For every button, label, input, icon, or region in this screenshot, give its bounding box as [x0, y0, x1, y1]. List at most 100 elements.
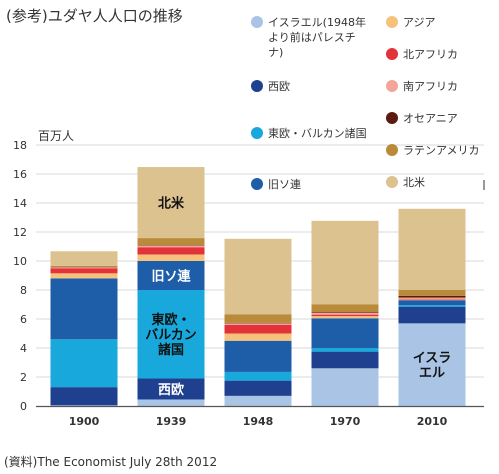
bar-segment — [137, 378, 205, 400]
bar-segment — [50, 268, 118, 274]
y-tick-label: 2 — [20, 371, 27, 384]
x-tick-label: 1970 — [330, 415, 361, 428]
legend-label: ナ) — [268, 46, 283, 59]
y-tick-label: 10 — [13, 255, 27, 268]
bar-segment — [224, 238, 292, 315]
legend-swatch — [386, 80, 398, 92]
segment-label: バルカン — [145, 328, 197, 343]
segment-label: イスラ — [413, 351, 452, 366]
x-tick-label: 1939 — [156, 415, 187, 428]
bar-segment — [137, 167, 205, 239]
legend-swatch — [386, 144, 398, 156]
bar-segment — [137, 290, 205, 379]
legend-label: より前はパレスチ — [268, 30, 356, 44]
source-note: (資料)The Economist July 28th 2012 — [4, 455, 217, 469]
y-tick-label: 16 — [13, 168, 27, 181]
bar-segment — [398, 299, 466, 301]
bar-segment — [311, 316, 379, 319]
segment-label: エル — [419, 366, 445, 381]
bar-segment — [50, 267, 118, 269]
bar-segment — [224, 395, 292, 406]
legend-label: 北アフリカ — [403, 48, 458, 61]
bar-segment — [311, 312, 379, 315]
bar-segment — [50, 251, 118, 266]
bar-segment — [398, 297, 466, 299]
legend-swatch — [386, 176, 398, 188]
bar-segment — [137, 399, 205, 406]
bar-segment — [398, 298, 466, 300]
bar-segment — [224, 380, 292, 396]
bar-segment — [50, 405, 118, 406]
bar-segment — [311, 220, 379, 305]
legend-swatch — [386, 48, 398, 60]
legend-label: アジア — [403, 16, 436, 29]
legend-label: 北米 — [403, 176, 425, 189]
bar-segment — [50, 339, 118, 388]
bar-segment — [137, 238, 205, 246]
y-tick-label: 14 — [13, 197, 27, 210]
bar-segment — [50, 265, 118, 268]
legend-label: 西欧 — [268, 80, 290, 93]
legend-swatch — [386, 112, 398, 124]
bar-segment — [137, 245, 205, 248]
chart-title: (参考)ユダヤ人人口の推移 — [6, 7, 183, 25]
legend-swatch — [251, 178, 263, 190]
legend-swatch — [251, 80, 263, 92]
segment-label: 西欧 — [158, 382, 184, 398]
bar-segment — [398, 305, 466, 307]
x-tick-label: 1948 — [243, 415, 274, 428]
bar-segment — [224, 314, 292, 323]
axis-layer: 0 2 4 6 8 10 12 14 16 18 1900 1939 1948 1970 2010 — [13, 139, 485, 428]
y-tick-label: 4 — [20, 342, 27, 355]
bar-segment — [137, 261, 205, 290]
bar-segment — [311, 368, 379, 406]
x-tick-label: 2010 — [417, 415, 448, 428]
bar-segment — [224, 324, 292, 334]
bar-segment — [398, 300, 466, 306]
bar-segment — [398, 290, 466, 296]
legend-swatch — [386, 16, 398, 28]
bar-segment — [137, 254, 205, 261]
y-axis-unit: 百万人 — [38, 129, 74, 143]
bar-segment — [311, 304, 379, 313]
bar-segment — [311, 348, 379, 352]
legend-label: 旧ソ連 — [268, 177, 301, 191]
bar-segment — [398, 323, 466, 406]
bar-segment — [224, 371, 292, 381]
segment-label: 北米 — [158, 196, 185, 212]
bar-segment — [224, 333, 292, 341]
y-tick-label: 8 — [20, 284, 27, 297]
legend-swatch — [251, 127, 263, 139]
y-tick-label: 18 — [13, 139, 27, 152]
segment-label: 諸国 — [158, 342, 184, 358]
bar-segment — [224, 340, 292, 372]
bar-segment — [398, 306, 466, 324]
bar-segment — [398, 295, 466, 298]
legend-swatch — [251, 16, 263, 28]
segment-label: 東欧・ — [151, 312, 190, 328]
bar-segment — [311, 314, 379, 317]
y-tick-label: 12 — [13, 226, 27, 239]
segment-label: 旧ソ連 — [151, 269, 191, 285]
bars-layer — [50, 167, 466, 406]
bar-segment — [311, 351, 379, 369]
bar-segment — [50, 278, 118, 340]
bar-segment — [50, 387, 118, 406]
legend-label: 東欧・バルカン諸国 — [268, 126, 367, 140]
x-tick-label: 1900 — [69, 415, 100, 428]
bar-segment — [224, 323, 292, 325]
bar-segment — [137, 247, 205, 255]
legend-label: イスラエル(1948年 — [268, 15, 366, 29]
legend-label: 南アフリカ — [403, 80, 458, 93]
legend-label: ラテンアメリカ — [403, 144, 479, 157]
y-tick-label: 6 — [20, 313, 27, 326]
legend-label: オセアニア — [403, 112, 458, 125]
bar-segment — [398, 208, 466, 290]
bar-segment — [311, 312, 379, 313]
y-tick-label: 0 — [20, 400, 27, 413]
bar-segment — [50, 273, 118, 279]
